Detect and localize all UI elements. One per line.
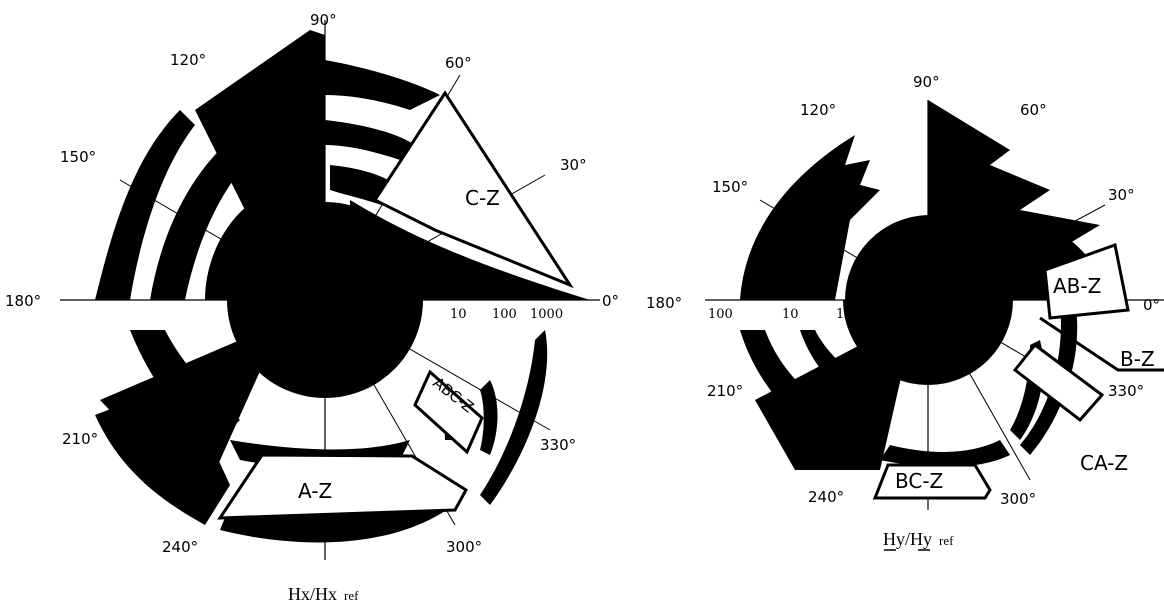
right-angle-90: 90°: [913, 73, 940, 91]
left-tick-1: 1: [380, 307, 388, 322]
right-zone-ca-z-shape: [1012, 342, 1105, 423]
left-angle-90: 90°: [310, 11, 337, 29]
right-angle-120: 120°: [800, 101, 836, 119]
right-zone-bc-z-shape: [872, 463, 992, 500]
left-angle-240: 240°: [162, 538, 198, 556]
right-angle-300: 300°: [1000, 490, 1036, 508]
right-tick-10: 10: [782, 307, 799, 322]
left-angle-300: 300°: [446, 538, 482, 556]
left-zone-a-z-shape: [217, 453, 468, 520]
right-angle-210: 210°: [707, 382, 743, 400]
right-polar-diagram: AB-Z B-Z BC-Z CA-Z 100 10 1 0° 30° 60° 9…: [646, 73, 1164, 551]
right-angle-150: 150°: [712, 178, 748, 196]
right-zone-ab-z-shape: [1043, 243, 1130, 320]
right-angle-30: 30°: [1108, 186, 1135, 204]
left-tick-0.1: .1: [338, 307, 350, 322]
left-angle-330: 330°: [540, 436, 576, 454]
left-tick-100: 100: [492, 307, 517, 322]
left-zone-abc-z-shape: [413, 369, 484, 455]
left-axis-label: Hx/Hx ref: [288, 584, 359, 604]
right-tick-1: 1: [836, 307, 844, 322]
right-zone-bc-z-label: BC-Z: [895, 469, 943, 493]
left-angle-60: 60°: [445, 54, 472, 72]
left-angle-210: 210°: [62, 430, 98, 448]
left-angle-30: 30°: [560, 156, 587, 174]
left-tick-10: 10: [450, 307, 467, 322]
right-angle-60: 60°: [1020, 101, 1047, 119]
right-black-lobes: [740, 100, 1110, 470]
right-zone-ca-z-label: CA-Z: [1080, 451, 1128, 475]
left-polar-diagram: C-Z A-Z ABC-Z .1 1 10 100 1000 0° 30° 60…: [5, 11, 619, 604]
left-angle-180: 180°: [5, 292, 41, 310]
right-axis-label: Hy/Hy ref: [883, 529, 954, 549]
right-angle-330: 330°: [1108, 382, 1144, 400]
right-angle-240: 240°: [808, 488, 844, 506]
left-zone-c-z-shape: [372, 90, 574, 289]
right-angle-0: 0°: [1143, 296, 1160, 314]
left-tick-1000: 1000: [530, 307, 563, 322]
left-angle-120: 120°: [170, 51, 206, 69]
left-angle-0: 0°: [602, 292, 619, 310]
right-zone-ab-z-label: AB-Z: [1053, 274, 1101, 298]
left-angle-150: 150°: [60, 148, 96, 166]
left-zone-c-z-label: C-Z: [465, 186, 500, 210]
left-zone-a-z-label: A-Z: [298, 479, 332, 503]
right-angle-180: 180°: [646, 294, 682, 312]
right-tick-100: 100: [708, 307, 733, 322]
right-zone-b-z-label: B-Z: [1120, 347, 1155, 371]
right-zone-b-z-leader: [1039, 316, 1164, 372]
